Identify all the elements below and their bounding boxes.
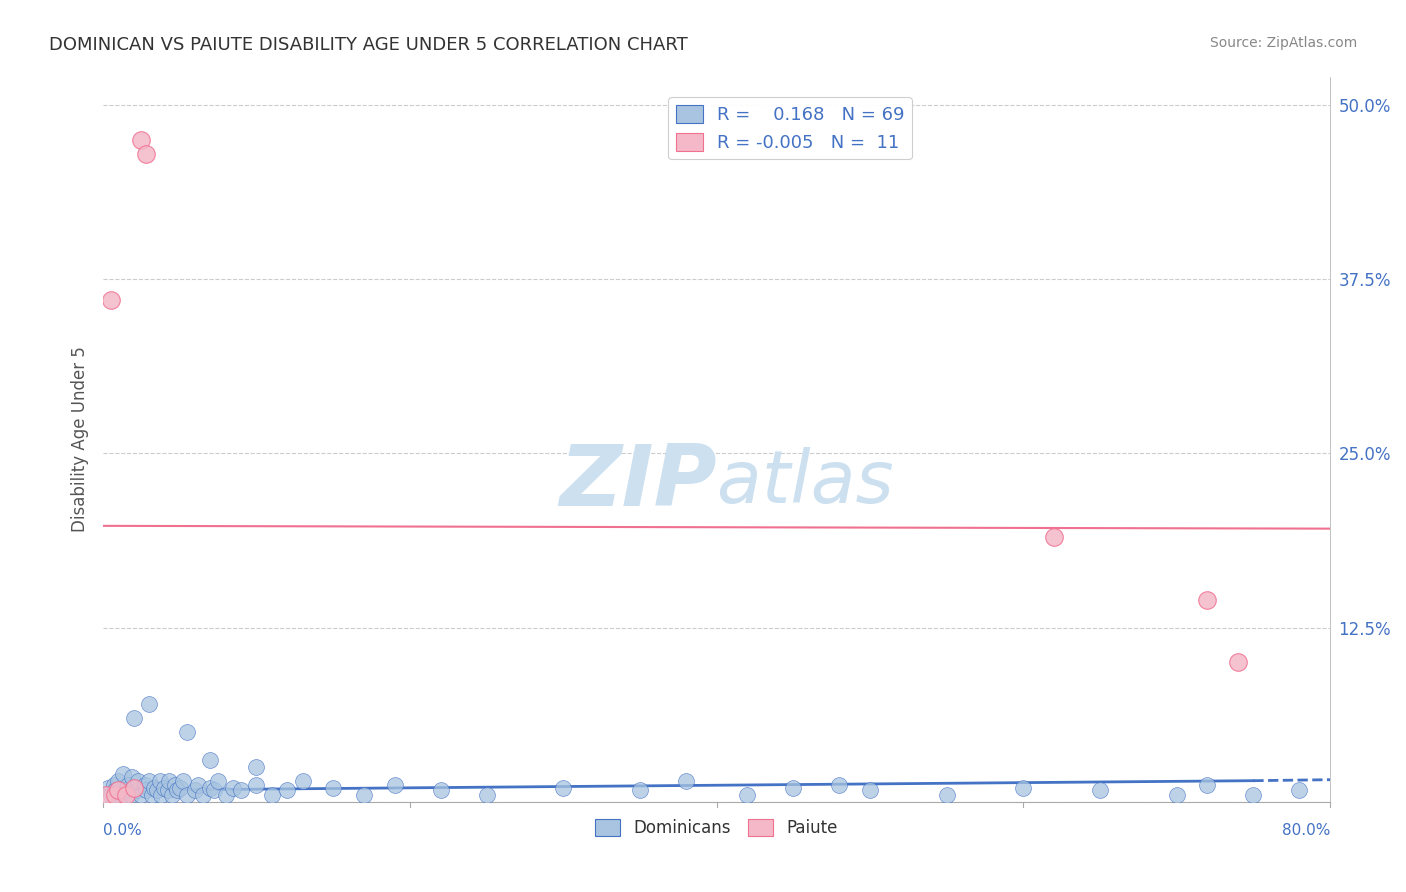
Point [165,778,187,792]
Point [1241,788,1264,802]
Point [628,783,651,797]
Point [245,760,267,774]
Text: DOMINICAN VS PAIUTE DISABILITY AGE UNDER 5 CORRELATION CHART: DOMINICAN VS PAIUTE DISABILITY AGE UNDER… [49,36,688,54]
Point [322,780,344,795]
Point [1197,592,1219,607]
Point [276,783,298,797]
Point [121,770,143,784]
Point [115,783,138,797]
Point [96,788,118,802]
Point [828,778,851,792]
Point [782,780,804,795]
Legend: Dominicans, Paiute: Dominicans, Paiute [589,813,845,844]
Point [1012,780,1035,795]
Point [135,147,157,161]
Point [104,788,127,802]
Point [169,780,191,795]
Point [131,133,153,147]
Point [156,783,179,797]
Point [200,753,222,767]
Point [184,783,207,797]
Point [135,783,157,797]
Point [104,783,127,797]
Point [131,788,153,802]
Point [122,780,145,795]
Point [166,783,188,797]
Point [191,788,214,802]
Point [384,778,406,792]
Point [120,788,142,802]
Point [134,778,156,792]
Point [202,783,225,797]
Point [107,773,129,788]
Point [553,780,575,795]
Point [429,783,451,797]
Point [215,788,238,802]
Point [200,780,222,795]
Point [138,697,160,711]
Point [1288,783,1310,797]
Point [115,788,138,802]
Point [291,773,314,788]
Point [1043,530,1066,544]
Point [859,783,882,797]
Point [97,780,120,795]
Point [260,788,283,802]
Point [127,773,149,788]
Point [138,773,160,788]
Point [222,780,245,795]
Text: 80.0%: 80.0% [1282,823,1330,838]
Point [231,783,253,797]
Text: 0.0%: 0.0% [103,823,142,838]
Point [100,293,122,308]
Point [1227,656,1250,670]
Point [117,778,139,792]
Point [176,725,198,739]
Point [176,788,198,802]
Point [172,773,194,788]
Point [157,773,180,788]
Point [107,783,129,797]
Point [110,788,132,802]
Point [1088,783,1111,797]
Point [245,778,267,792]
Point [207,773,229,788]
Point [125,783,148,797]
Point [1166,788,1188,802]
Point [122,711,145,725]
Point [141,788,163,802]
Point [142,780,165,795]
Point [935,788,957,802]
Point [735,788,758,802]
Point [103,778,125,792]
Text: Source: ZipAtlas.com: Source: ZipAtlas.com [1209,36,1357,50]
Point [353,788,375,802]
Y-axis label: Disability Age Under 5: Disability Age Under 5 [72,347,89,533]
Point [149,773,172,788]
Point [122,780,145,795]
Point [100,788,122,802]
Point [475,788,498,802]
Point [160,788,183,802]
Text: ZIP: ZIP [560,442,717,524]
Point [153,780,176,795]
Text: atlas: atlas [717,448,893,518]
Point [187,778,209,792]
Point [150,788,173,802]
Point [146,783,169,797]
Point [112,766,135,780]
Point [1197,778,1219,792]
Point [675,773,697,788]
